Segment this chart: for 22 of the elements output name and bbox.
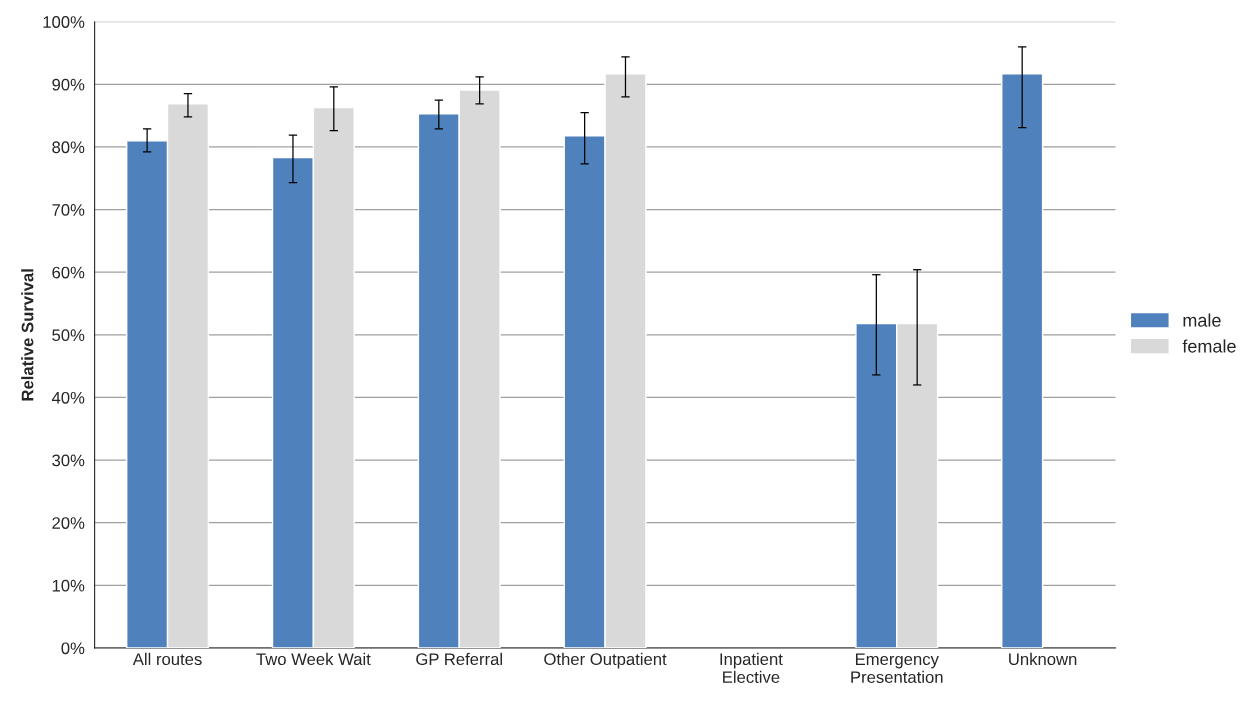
y-tick-label: 90% <box>52 78 85 91</box>
y-tick-label: 100% <box>43 16 85 28</box>
y-tick-label: 80% <box>52 141 85 154</box>
legend-label: female <box>1182 339 1236 353</box>
x-tick-label: Other Outpatient <box>544 652 667 669</box>
y-tick-label: 30% <box>52 454 85 467</box>
x-tick-label: Inpatient Elective <box>720 652 783 684</box>
x-tick-label: Emergency Presentation <box>851 653 943 684</box>
x-tick-label: GP Referral <box>416 652 502 666</box>
x-tick-label: Unknown <box>1009 652 1077 666</box>
y-tick-label: 0% <box>61 642 85 655</box>
y-tick-label: 20% <box>52 517 85 529</box>
y-tick-label: 70% <box>52 204 85 216</box>
y-tick-label: 40% <box>51 391 85 404</box>
y-tick-label: 60% <box>52 266 85 279</box>
y-axis-title: Relative Survival <box>21 269 34 401</box>
y-tick-label: 10% <box>52 579 85 592</box>
x-tick-label: Two Week Wait <box>256 652 371 666</box>
bar <box>1001 73 1044 648</box>
legend-label: male <box>1183 313 1221 327</box>
y-tick-label: 50% <box>52 329 85 342</box>
x-tick-label: All routes <box>132 652 202 666</box>
